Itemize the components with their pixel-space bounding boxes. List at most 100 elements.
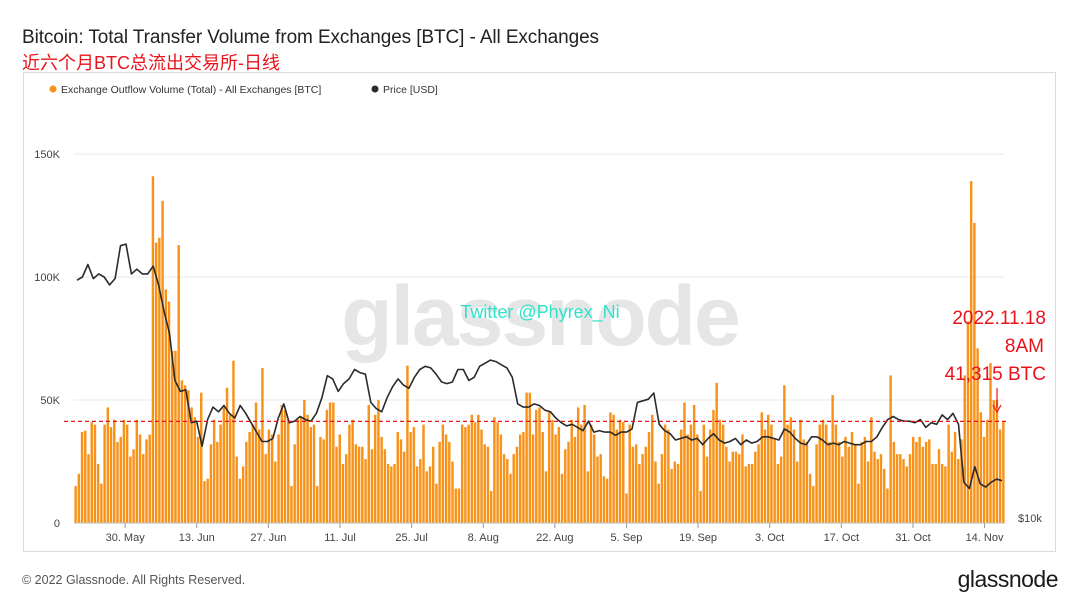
x-tick-label: 8. Aug [468, 532, 499, 544]
outflow-bar [631, 446, 635, 523]
outflow-bar [850, 432, 854, 523]
glassnode-logo: glassnode [957, 566, 1059, 592]
outflow-bar [795, 461, 799, 523]
outflow-bar [905, 466, 908, 523]
outflow-bar [325, 409, 329, 523]
outflow-bar [721, 424, 725, 523]
annotation-arrow-head [992, 404, 1002, 414]
outflow-bar [248, 432, 251, 523]
outflow-bar [506, 459, 509, 523]
outflow-bar [618, 419, 622, 523]
outflow-bar [348, 424, 351, 523]
outflow-bar [667, 429, 670, 523]
outflow-bar [992, 400, 995, 523]
outflow-bar [270, 434, 274, 523]
outflow-bar [518, 434, 522, 523]
outflow-bar [90, 422, 93, 523]
outflow-bar [676, 463, 680, 523]
outflow-bar [824, 424, 828, 523]
outflow-bar [815, 444, 818, 523]
outflow-bar [203, 481, 206, 523]
x-tick-label: 27. Jun [250, 532, 286, 544]
outflow-bar [138, 434, 142, 523]
outflow-bar [947, 424, 950, 523]
outflow-bar [615, 429, 619, 523]
outflow-bar [866, 461, 870, 523]
outflow-bar [409, 432, 412, 523]
outflow-bar [644, 446, 648, 523]
outflow-bar [177, 245, 180, 523]
outflow-bar [863, 436, 867, 523]
outflow-bar [767, 414, 770, 523]
outflow-bar [460, 424, 464, 523]
outflow-bar [612, 414, 615, 523]
annotation-value: 41,315 BTC [945, 364, 1046, 385]
outflow-bar [602, 476, 606, 523]
outflow-bar [322, 439, 325, 523]
outflow-bar [174, 350, 177, 523]
outflow-bar [857, 483, 860, 523]
outflow-bar [699, 491, 702, 523]
outflow-bar [84, 430, 87, 523]
outflow-bar [821, 419, 825, 523]
outflow-bar [979, 412, 983, 523]
outflow-bar [171, 350, 174, 523]
outflow-bar [267, 429, 271, 523]
outflow-bar [499, 434, 503, 523]
outflow-bar [193, 417, 197, 523]
chart-title: Bitcoin: Total Transfer Volume from Exch… [22, 27, 599, 48]
outflow-bar [837, 441, 841, 523]
outflow-bar [229, 414, 232, 523]
outflow-bar [741, 434, 744, 523]
outflow-bar [831, 395, 834, 523]
outflow-bar [377, 400, 380, 523]
outflow-bar [96, 463, 100, 523]
outflow-bar [944, 466, 947, 523]
outflow-bar [757, 444, 760, 523]
y-tick-label: 100K [34, 272, 60, 284]
outflow-bar [828, 441, 831, 523]
outflow-bar [119, 436, 122, 523]
outflow-bar [841, 456, 844, 523]
outflow-bar [251, 424, 255, 523]
outflow-bar [338, 434, 341, 523]
outflow-bar [937, 449, 941, 523]
outflow-bar [776, 463, 780, 523]
outflow-bar [135, 419, 139, 523]
outflow-bar [435, 483, 438, 523]
outflow-bar [515, 446, 519, 523]
outflow-bar [264, 454, 267, 523]
outflow-bar [921, 446, 925, 523]
outflow-bar [567, 441, 570, 523]
outflow-bar [638, 463, 641, 523]
outflow-bar [415, 466, 419, 523]
outflow-bar [953, 432, 957, 523]
outflow-bar [296, 419, 300, 523]
outflow-bar [853, 444, 857, 523]
outflow-bar [725, 446, 728, 523]
outflow-bar [148, 434, 151, 523]
outflow-bar [660, 454, 664, 523]
outflow-bar [963, 375, 966, 523]
outflow-bar [412, 427, 416, 523]
outflow-bar [986, 419, 989, 523]
outflow-bar [560, 473, 564, 523]
outflow-bar [116, 441, 119, 523]
outflow-bar [151, 176, 155, 524]
outflow-bar [892, 441, 896, 523]
outflow-bar [525, 392, 528, 523]
outflow-bar [609, 412, 612, 523]
outflow-bar [663, 424, 667, 523]
outflow-bar [625, 493, 628, 523]
outflow-bar [583, 404, 586, 523]
outflow-bar [895, 454, 899, 523]
outflow-bar [380, 436, 383, 523]
outflow-bar [293, 444, 296, 523]
outflow-bar [142, 454, 145, 523]
outflow-bar [738, 454, 741, 523]
outflow-bar [444, 434, 448, 523]
outflow-bar [622, 422, 625, 523]
outflow-bar [763, 429, 767, 523]
outflow-bar [564, 449, 567, 523]
outflow-bar [989, 363, 992, 523]
